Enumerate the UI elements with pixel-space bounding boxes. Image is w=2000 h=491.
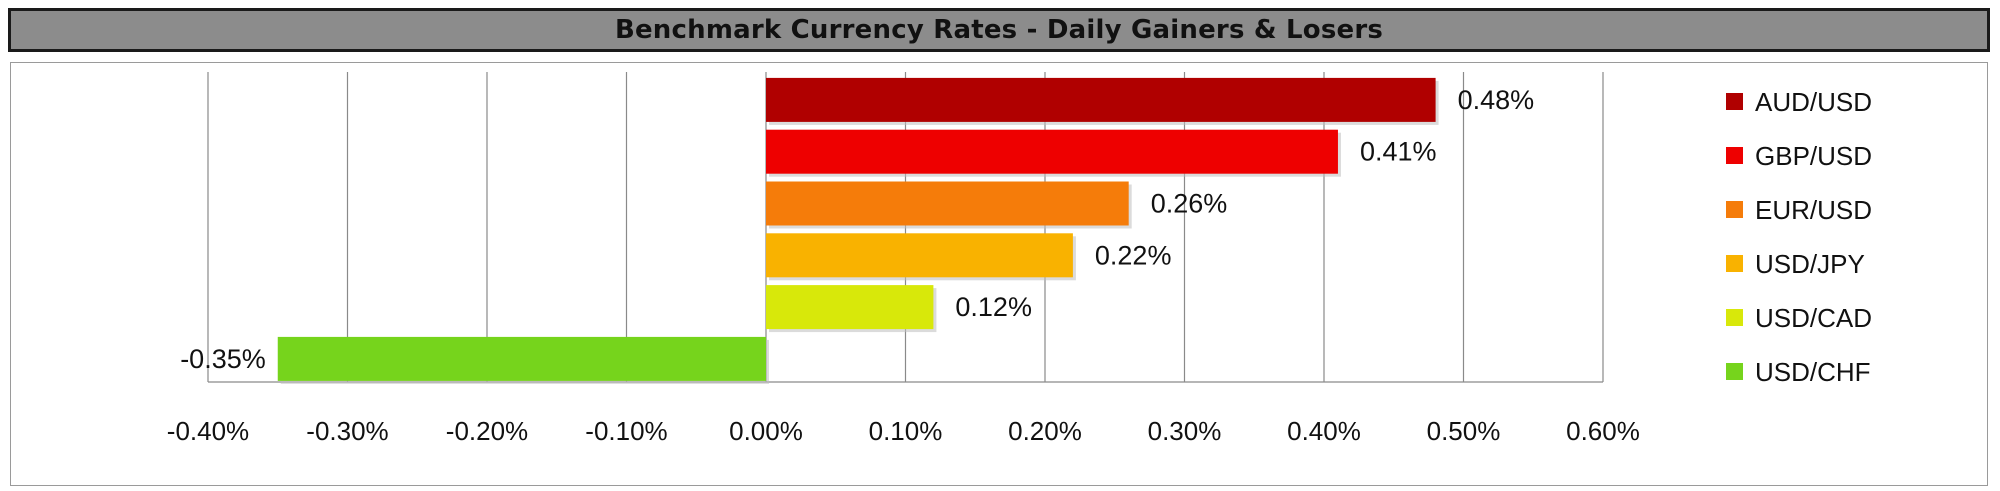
x-tick-label: 0.00% bbox=[729, 416, 803, 446]
legend-label: GBP/USD bbox=[1755, 141, 1872, 171]
x-tick-label: 0.60% bbox=[1566, 416, 1640, 446]
x-tick-label: -0.10% bbox=[585, 416, 667, 446]
data-label: -0.35% bbox=[180, 344, 266, 374]
legend-swatch bbox=[1726, 363, 1743, 380]
legend-label: EUR/USD bbox=[1755, 195, 1872, 225]
x-tick-label: 0.40% bbox=[1287, 416, 1361, 446]
legend-swatch bbox=[1726, 309, 1743, 326]
x-tick-label: -0.40% bbox=[167, 416, 249, 446]
data-label: 0.41% bbox=[1360, 137, 1437, 167]
chart-title: Benchmark Currency Rates - Daily Gainers… bbox=[614, 15, 1384, 45]
legend-label: USD/JPY bbox=[1755, 249, 1865, 279]
x-tick-label: 0.20% bbox=[1008, 416, 1082, 446]
x-tick-label: -0.30% bbox=[306, 416, 388, 446]
x-tick-label: 0.30% bbox=[1148, 416, 1222, 446]
bar-eur-usd bbox=[766, 181, 1129, 226]
legend-label: AUD/USD bbox=[1755, 87, 1872, 117]
x-tick-label: -0.20% bbox=[446, 416, 528, 446]
bar-gbp-usd bbox=[766, 129, 1338, 174]
bar-usd-chf bbox=[277, 336, 766, 381]
bar-usd-cad bbox=[766, 285, 934, 330]
legend-swatch bbox=[1726, 201, 1743, 218]
data-label: 0.12% bbox=[955, 292, 1032, 322]
data-label: 0.22% bbox=[1095, 240, 1172, 270]
legend-label: USD/CHF bbox=[1755, 357, 1871, 387]
chart-title-bar: Benchmark Currency Rates - Daily Gainers… bbox=[8, 8, 1990, 52]
legend-swatch bbox=[1726, 93, 1743, 110]
legend-swatch bbox=[1726, 255, 1743, 272]
data-label: 0.48% bbox=[1458, 85, 1535, 115]
legend-swatch bbox=[1726, 147, 1743, 164]
x-tick-label: 0.50% bbox=[1427, 416, 1501, 446]
x-tick-label: 0.10% bbox=[869, 416, 943, 446]
bar-aud-usd bbox=[766, 77, 1436, 122]
legend-label: USD/CAD bbox=[1755, 303, 1872, 333]
data-label: 0.26% bbox=[1151, 189, 1228, 219]
bar-usd-jpy bbox=[766, 233, 1073, 278]
